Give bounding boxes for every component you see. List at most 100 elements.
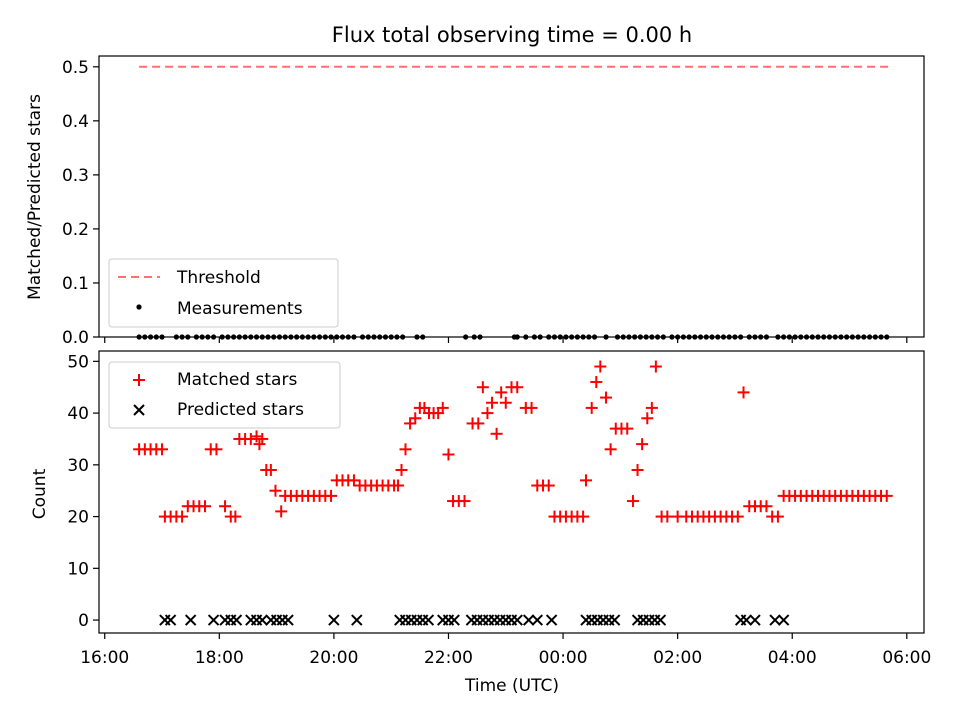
bottom-y-tick-label: 10 bbox=[67, 559, 89, 579]
matched-star-point bbox=[269, 484, 282, 497]
matched-star-point bbox=[458, 495, 471, 508]
predicted-star-point bbox=[749, 614, 761, 626]
x-tick-label: 16:00 bbox=[80, 648, 129, 668]
predicted-star-point bbox=[256, 614, 268, 626]
matched-star-point bbox=[404, 417, 417, 430]
predicted-star-point bbox=[511, 614, 523, 626]
matched-star-point bbox=[771, 510, 784, 523]
matched-star-point bbox=[253, 438, 266, 451]
predicted-star-point bbox=[184, 614, 197, 626]
predicted-star-point bbox=[328, 614, 340, 626]
bottom-y-axis-label: Count bbox=[30, 468, 50, 519]
predicted-star-point bbox=[522, 614, 535, 626]
top-y-axis-label: Matched/Predicted stars bbox=[25, 94, 45, 300]
matched-star-point bbox=[472, 417, 485, 430]
bottom-axes-frame bbox=[98, 350, 925, 634]
matched-star-point bbox=[604, 443, 617, 456]
predicted-star-point bbox=[164, 614, 177, 626]
matched-star-point bbox=[442, 448, 455, 461]
matched-star-point bbox=[661, 510, 674, 523]
predicted-star-point bbox=[545, 614, 558, 626]
matched-star-point bbox=[490, 427, 503, 440]
matched-star-point bbox=[198, 500, 211, 513]
matched-star-point bbox=[486, 396, 499, 409]
predicted-star-point bbox=[422, 614, 435, 626]
legend-measurements-label: Measurements bbox=[177, 299, 303, 319]
top-y-tick-label: 0.1 bbox=[62, 274, 89, 294]
matched-star-point bbox=[645, 401, 658, 414]
top-y-tick-label: 0.5 bbox=[62, 58, 89, 78]
top-legend: Threshold Measurements bbox=[108, 258, 339, 328]
matched-star-point bbox=[275, 505, 288, 518]
matched-star-point bbox=[641, 412, 654, 425]
matched-star-point bbox=[511, 381, 524, 394]
matched-star-point bbox=[600, 391, 613, 404]
top-y-tick-label: 0.3 bbox=[62, 166, 89, 186]
legend-measurements-swatch bbox=[136, 304, 142, 310]
matched-star-point bbox=[499, 396, 512, 409]
predicted-star-point bbox=[230, 614, 243, 626]
chart-title: Flux total observing time = 0.00 h bbox=[332, 23, 692, 47]
top-x-ticks bbox=[104, 337, 908, 343]
bottom-y-tick-label: 40 bbox=[67, 404, 89, 424]
matched-star-point bbox=[392, 479, 405, 492]
matched-star-point bbox=[229, 510, 242, 523]
matched-star-point bbox=[399, 443, 412, 456]
bottom-plot-area bbox=[133, 360, 893, 626]
matched-star-point bbox=[256, 432, 269, 445]
matched-star-point bbox=[636, 438, 649, 451]
predicted-star-point bbox=[654, 614, 667, 626]
x-tick-label: 22:00 bbox=[424, 648, 473, 668]
bottom-legend-box bbox=[108, 361, 341, 429]
x-tick-label: 18:00 bbox=[195, 648, 244, 668]
matched-star-point bbox=[594, 360, 607, 373]
matched-star-point bbox=[476, 381, 489, 394]
matched-star-point bbox=[395, 464, 408, 477]
bottom-y-ticks: 0 10 20 30 40 50 bbox=[67, 352, 99, 631]
predicted-star-point bbox=[207, 614, 220, 626]
top-y-tick-label: 0.4 bbox=[62, 112, 89, 132]
matched-star-point bbox=[649, 360, 662, 373]
matched-star-point bbox=[737, 386, 750, 399]
matched-star-point bbox=[264, 464, 277, 477]
matched-star-point bbox=[481, 407, 494, 420]
x-tick-label: 06:00 bbox=[882, 648, 931, 668]
matched-star-point bbox=[219, 500, 232, 513]
matched-star-point bbox=[631, 464, 644, 477]
predicted-star-point bbox=[769, 614, 781, 626]
x-tick-label: 20:00 bbox=[309, 648, 358, 668]
matched-star-point bbox=[525, 401, 538, 414]
matched-star-point bbox=[760, 500, 773, 513]
predicted-star-point bbox=[740, 614, 753, 626]
legend-matched-label: Matched stars bbox=[177, 370, 297, 390]
matched-star-point bbox=[436, 401, 449, 414]
matched-star-point bbox=[731, 510, 744, 523]
matched-star-point bbox=[409, 412, 422, 425]
bottom-y-tick-label: 50 bbox=[67, 352, 89, 372]
matched-star-point bbox=[325, 489, 338, 502]
top-axes-frame bbox=[98, 55, 925, 338]
bottom-panel: Count Time (UTC) 0 10 20 30 40 50 16:00 18:00 2… bbox=[30, 350, 931, 696]
matched-star-point bbox=[244, 432, 257, 445]
matched-star-point bbox=[495, 386, 508, 399]
x-tick-label: 00:00 bbox=[539, 648, 588, 668]
predicted-star-point bbox=[448, 614, 460, 626]
matched-star-point bbox=[210, 443, 223, 456]
bottom-y-tick-label: 30 bbox=[67, 456, 89, 476]
matched-star-point bbox=[156, 443, 169, 456]
predicted-star-point bbox=[351, 614, 363, 626]
top-panel: Flux total observing time = 0.00 h Match… bbox=[25, 23, 925, 348]
matched-star-point bbox=[590, 376, 603, 389]
matched-star-point bbox=[542, 479, 555, 492]
top-y-tick-label: 0.0 bbox=[62, 328, 89, 348]
x-tick-label: 04:00 bbox=[768, 648, 817, 668]
top-y-tick-label: 0.2 bbox=[62, 220, 89, 240]
matched-star-point bbox=[347, 474, 360, 487]
matched-star-point bbox=[880, 489, 893, 502]
predicted-star-point bbox=[531, 614, 543, 626]
bottom-legend: Matched stars Predicted stars bbox=[108, 361, 341, 429]
predicted-star-point bbox=[608, 614, 621, 626]
